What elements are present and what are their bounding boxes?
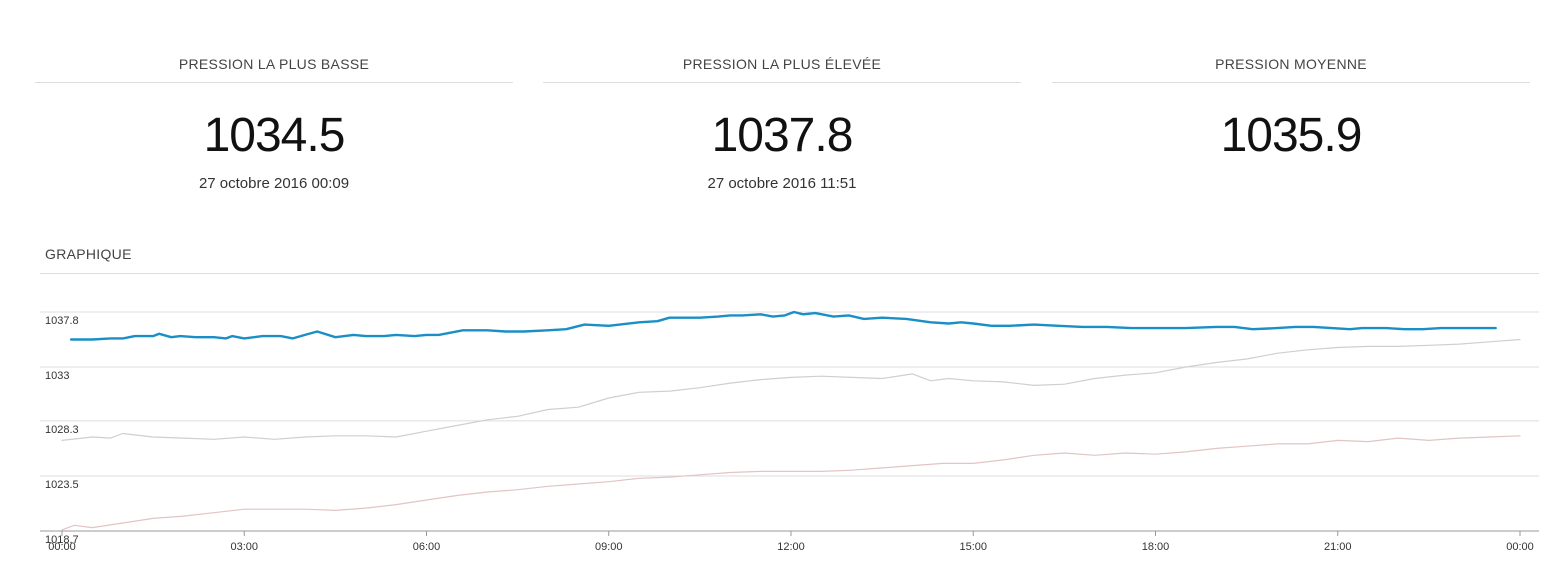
series-line-current — [69, 310, 1497, 341]
series-line-2 — [61, 338, 1521, 441]
chart-grid — [40, 311, 1539, 532]
chart-section-title: GRAPHIQUE — [45, 246, 132, 262]
y-tick-label: 1037.8 — [45, 315, 79, 327]
x-tick-label: 00:00 — [48, 541, 76, 553]
y-tick-label: 1033 — [45, 370, 69, 382]
stat-lowest-title: PRESSION LA PLUS BASSE — [178, 56, 370, 72]
x-tick-label: 15:00 — [959, 541, 987, 553]
x-tick-label: 00:00 — [1506, 541, 1534, 553]
stat-average-title: PRESSION MOYENNE — [1215, 56, 1367, 72]
x-tick-label: 06:00 — [413, 541, 441, 553]
stat-highest-divider — [543, 82, 1021, 83]
stat-highest-value: 1037.8 — [711, 109, 854, 162]
chart-axis: 1018.7 1023.5 1028.3 1033 1037.8 00:00 03:00 06… — [45, 315, 1534, 553]
stat-lowest-value: 1034.5 — [203, 109, 346, 162]
x-tick-label: 18:00 — [1142, 541, 1170, 553]
stat-average-value: 1035.9 — [1220, 109, 1363, 162]
stats-panel: PRESSION LA PLUS BASSE 1034.5 27 octobre… — [0, 0, 1567, 220]
y-tick-label: 1023.5 — [45, 479, 79, 491]
stat-lowest-date: 27 octobre 2016 00:09 — [198, 175, 350, 192]
stat-lowest-divider — [35, 82, 513, 83]
x-tick-label: 09:00 — [595, 541, 623, 553]
chart-series — [61, 310, 1521, 531]
x-tick-label: 12:00 — [777, 541, 805, 553]
y-tick-label: 1018.7 — [45, 534, 79, 546]
stat-average-divider — [1052, 82, 1530, 83]
stat-highest-title: PRESSION LA PLUS ÉLEVÉE — [682, 56, 882, 72]
chart-section-divider — [40, 273, 1539, 274]
series-line-3 — [61, 435, 1521, 531]
x-tick-label: 03:00 — [230, 541, 258, 553]
stat-highest-date: 27 octobre 2016 11:51 — [707, 175, 857, 192]
x-tick-label: 21:00 — [1324, 541, 1352, 553]
y-tick-label: 1028.3 — [45, 424, 79, 436]
